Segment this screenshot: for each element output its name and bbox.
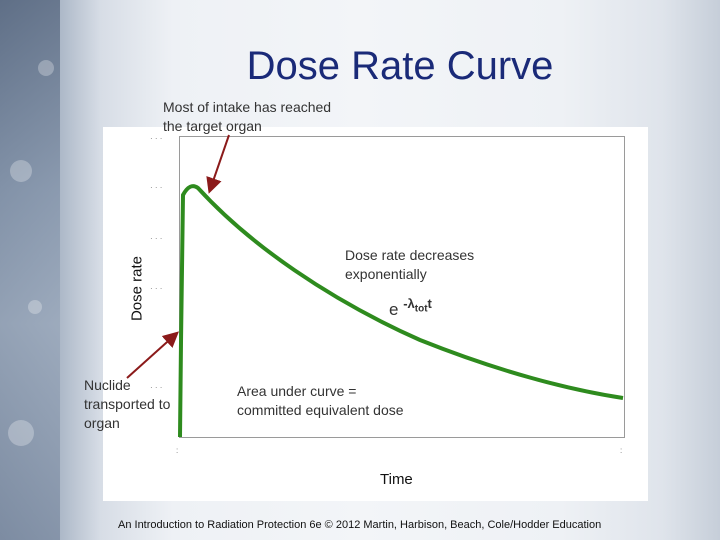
chart-panel <box>103 127 648 501</box>
background-bubble <box>10 160 32 182</box>
decay-annotation-line: Dose rate decreases <box>345 247 475 263</box>
peak-annotation: Most of intake has reached the target or… <box>163 98 331 136</box>
peak-annotation-line: Most of intake has reached <box>163 99 332 115</box>
area-annotation-line: Area under curve = <box>237 383 357 399</box>
start-annotation-line: organ <box>84 415 120 431</box>
y-tick: · · · <box>150 234 163 243</box>
background-bubble <box>28 300 42 314</box>
dose-rate-curve <box>178 184 624 438</box>
y-tick: · · · <box>150 383 163 392</box>
peak-annotation-line: the target organ <box>163 118 262 134</box>
background-bubble <box>8 420 34 446</box>
decay-equation: e -λtott <box>389 296 432 320</box>
y-tick: · · · <box>150 134 163 143</box>
equation-subscript: tot <box>414 303 428 315</box>
footer-credit: An Introduction to Radiation Protection … <box>118 519 602 531</box>
x-tick: : <box>176 446 179 455</box>
equation-exponent: -λtott <box>403 296 432 315</box>
area-annotation: Area under curve = committed equivalent … <box>237 382 404 420</box>
equation-base: e <box>389 300 399 319</box>
start-arrow <box>126 331 179 379</box>
background-bubble <box>38 60 54 76</box>
x-tick: : <box>620 446 623 455</box>
area-annotation-line: committed equivalent dose <box>237 402 404 418</box>
decay-annotation-line: exponentially <box>345 266 427 282</box>
peak-arrow <box>206 134 230 194</box>
start-annotation-line: Nuclide <box>84 377 131 393</box>
start-annotation: Nuclide transported to organ <box>84 376 170 433</box>
start-annotation-line: transported to <box>84 396 171 412</box>
y-tick: · · · <box>150 183 163 192</box>
slide-title: Dose Rate Curve <box>246 44 554 88</box>
equation-variable: t <box>427 296 432 311</box>
x-axis-label: Time <box>380 471 413 488</box>
plot-area <box>179 136 625 438</box>
background-band <box>0 0 60 540</box>
y-tick: · · · <box>150 284 163 293</box>
decay-annotation: Dose rate decreases exponentially <box>345 246 474 284</box>
